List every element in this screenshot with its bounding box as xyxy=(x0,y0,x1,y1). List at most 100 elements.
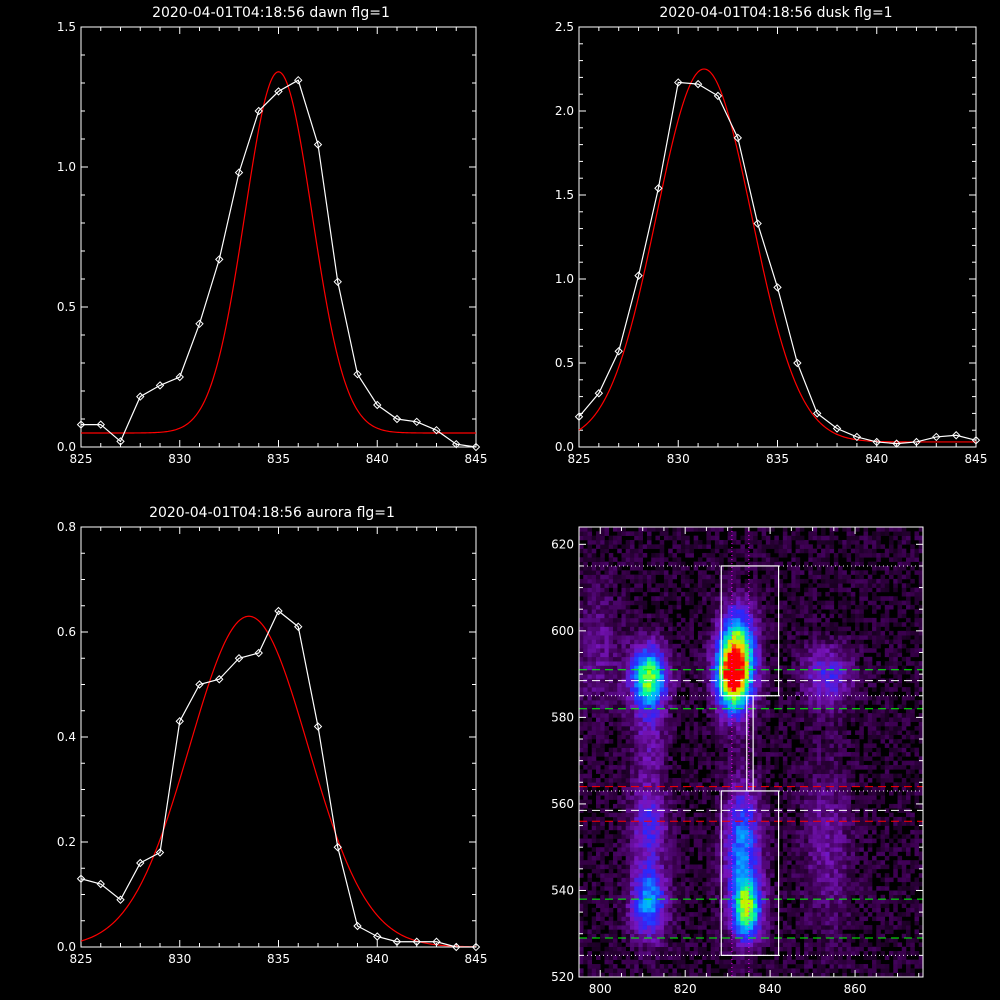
heatmap-cell xyxy=(872,734,877,740)
heatmap-cell xyxy=(672,864,677,870)
heatmap-cell xyxy=(583,903,588,909)
heatmap-cell xyxy=(634,964,639,969)
heatmap-cell xyxy=(795,812,801,818)
heatmap-cell xyxy=(608,708,614,714)
heatmap-cell xyxy=(821,946,826,952)
heatmap-cell xyxy=(850,912,856,917)
heatmap-cell xyxy=(876,873,881,878)
heatmap-cell xyxy=(723,734,728,740)
heatmap-cell xyxy=(651,860,656,865)
heatmap-cell xyxy=(816,864,822,870)
heatmap-cell xyxy=(638,734,644,740)
heatmap-cell xyxy=(910,764,915,770)
heatmap-cell xyxy=(795,851,801,857)
heatmap-cell xyxy=(812,903,818,909)
heatmap-cell xyxy=(625,825,631,831)
heatmap-cell xyxy=(825,786,830,792)
heatmap-cell xyxy=(638,760,644,766)
heatmap-cell xyxy=(685,951,690,956)
heatmap-cell xyxy=(617,916,622,922)
heatmap-cell xyxy=(778,968,784,973)
heatmap-cell xyxy=(876,790,881,796)
heatmap-cell xyxy=(727,726,733,731)
heatmap-cell xyxy=(634,842,639,848)
heatmap-cell xyxy=(906,708,911,714)
heatmap-cell xyxy=(604,799,610,805)
heatmap-cell xyxy=(816,942,822,948)
heatmap-cell xyxy=(583,674,588,679)
heatmap-cell xyxy=(591,868,597,874)
heatmap-cell xyxy=(855,868,860,874)
heatmap-cell xyxy=(668,795,673,800)
heatmap-cell xyxy=(914,726,920,731)
heatmap-cell xyxy=(587,674,593,679)
heatmap-cell xyxy=(706,752,711,757)
heatmap-cell xyxy=(910,713,915,718)
heatmap-cell xyxy=(910,829,915,835)
heatmap-cell xyxy=(812,907,818,913)
heatmap-cell xyxy=(846,752,852,757)
heatmap-cell xyxy=(744,821,750,826)
heatmap-cell xyxy=(812,860,818,865)
heatmap-cell xyxy=(833,873,839,878)
heatmap-cell xyxy=(642,903,648,909)
data-point xyxy=(313,722,323,731)
heatmap-cell xyxy=(579,842,584,848)
heatmap-cell xyxy=(714,721,720,727)
heatmap-cell xyxy=(621,847,627,852)
heatmap-cell xyxy=(833,903,839,909)
heatmap-cell xyxy=(901,890,907,896)
heatmap-cell xyxy=(765,704,771,710)
heatmap-cell xyxy=(638,916,644,922)
heatmap-cell xyxy=(816,929,822,935)
heatmap-cell xyxy=(693,682,699,688)
heatmap-cell xyxy=(685,713,690,718)
heatmap-cell xyxy=(736,786,741,792)
heatmap-cell xyxy=(727,799,733,805)
heatmap-cell xyxy=(761,959,767,965)
heatmap-cell xyxy=(702,920,707,926)
heatmap-cell xyxy=(731,760,737,766)
heatmap-cell xyxy=(757,829,762,835)
heatmap-cell xyxy=(897,678,903,684)
heatmap-cell xyxy=(872,903,877,909)
heatmap-cell xyxy=(863,773,869,779)
heatmap-cell xyxy=(782,929,788,935)
heatmap-cell xyxy=(808,942,813,948)
heatmap-cell xyxy=(918,726,924,731)
heatmap-cell xyxy=(918,721,924,727)
heatmap-cell xyxy=(808,721,813,727)
heatmap-cell xyxy=(651,708,656,714)
heatmap-cell xyxy=(867,929,873,935)
heatmap-cell xyxy=(646,938,652,943)
heatmap-cell xyxy=(655,704,660,710)
heatmap-cell xyxy=(782,968,788,973)
heatmap-cell xyxy=(821,873,826,878)
heatmap-cell xyxy=(731,795,737,800)
heatmap-cell xyxy=(634,968,639,973)
heatmap-cell xyxy=(579,769,584,774)
heatmap-cell xyxy=(897,925,903,930)
heatmap-cell xyxy=(668,838,673,844)
heatmap-cell xyxy=(697,933,703,939)
heatmap-cell xyxy=(808,894,813,900)
heatmap-cell xyxy=(587,855,593,861)
heatmap-cell xyxy=(901,764,907,770)
heatmap-cell xyxy=(889,925,894,930)
heatmap-cell xyxy=(880,899,886,904)
heatmap-cell xyxy=(723,864,728,870)
heatmap-cell xyxy=(855,920,860,926)
heatmap-cell xyxy=(655,890,660,896)
heatmap-cell xyxy=(714,695,720,701)
heatmap-cell xyxy=(753,773,758,779)
heatmap-cell xyxy=(706,955,711,960)
heatmap-cell xyxy=(782,907,788,913)
heatmap-cell xyxy=(808,743,813,748)
heatmap-cell xyxy=(642,894,648,900)
heatmap-cell xyxy=(612,721,618,727)
heatmap-cell xyxy=(655,894,660,900)
heatmap-cell xyxy=(914,760,920,766)
heatmap-cell xyxy=(651,881,656,887)
heatmap-cell xyxy=(629,972,635,978)
